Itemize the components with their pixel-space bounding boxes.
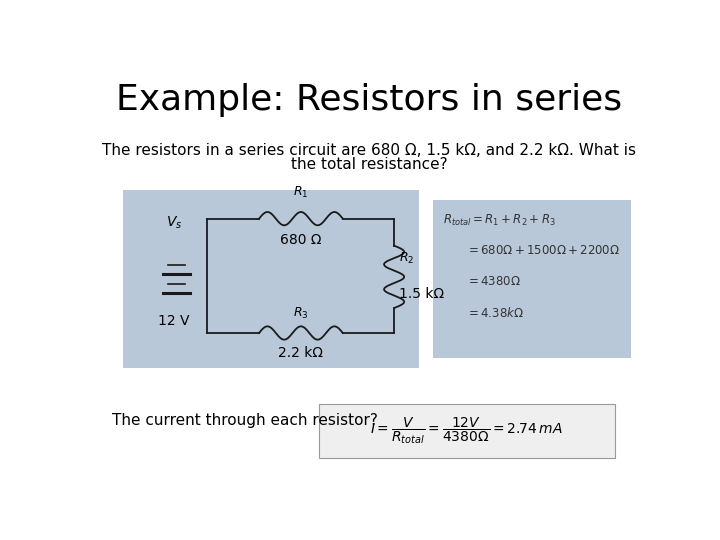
Text: The current through each resistor?: The current through each resistor? <box>112 413 378 428</box>
Text: Example: Resistors in series: Example: Resistors in series <box>116 83 622 117</box>
Text: $= 4380\Omega$: $= 4380\Omega$ <box>466 275 521 288</box>
Text: $R_3$: $R_3$ <box>293 306 309 321</box>
Text: 1.5 kΩ: 1.5 kΩ <box>399 287 444 301</box>
Bar <box>433 200 631 358</box>
Text: $V_s$: $V_s$ <box>166 215 182 231</box>
Bar <box>124 190 419 368</box>
Text: the total resistance?: the total resistance? <box>291 157 447 172</box>
Text: $R_{total} = R_1 + R_2 + R_3$: $R_{total} = R_1 + R_2 + R_3$ <box>444 212 556 227</box>
Bar <box>319 404 615 458</box>
Text: The resistors in a series circuit are 680 Ω, 1.5 kΩ, and 2.2 kΩ. What is: The resistors in a series circuit are 68… <box>102 143 636 158</box>
Text: $R_1$: $R_1$ <box>293 185 309 200</box>
Text: 2.2 kΩ: 2.2 kΩ <box>279 346 323 360</box>
Text: $= 4.38k\Omega$: $= 4.38k\Omega$ <box>466 306 523 320</box>
Text: $R_2$: $R_2$ <box>399 251 414 266</box>
Text: 12 V: 12 V <box>158 314 189 328</box>
Text: 680 Ω: 680 Ω <box>280 233 322 247</box>
Text: $I = \dfrac{V}{R_{total}} = \dfrac{12V}{4380\Omega} = 2.74\,mA$: $I = \dfrac{V}{R_{total}} = \dfrac{12V}{… <box>370 415 563 446</box>
Text: $= 680\Omega + 1500\Omega + 2200\Omega$: $= 680\Omega + 1500\Omega + 2200\Omega$ <box>466 244 620 256</box>
